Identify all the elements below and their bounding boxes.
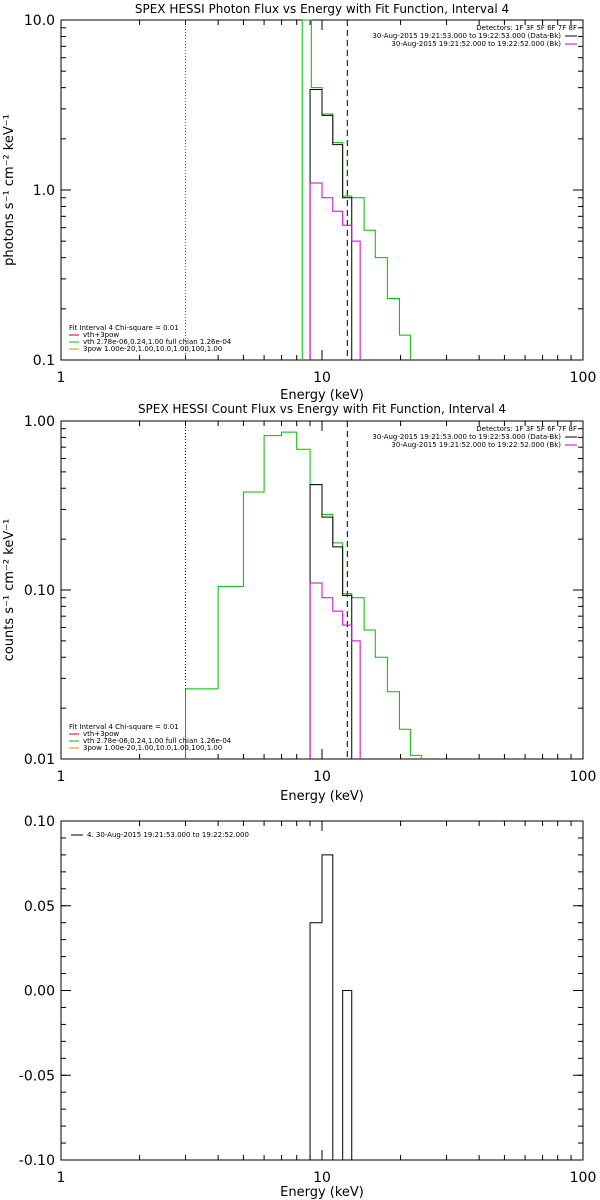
legend-entry: vth+3pow xyxy=(83,331,119,339)
series-line-2 xyxy=(309,484,361,760)
x-tick-label: 1 xyxy=(57,1170,66,1186)
legend-entry: vth 2.78e-06,0.24,1.00 full chian 1.26e-… xyxy=(83,737,232,745)
x-axis-label: Energy (keV) xyxy=(280,1185,364,1200)
series-line-1 xyxy=(309,854,361,1161)
legend-entry: vth+3pow xyxy=(83,730,119,738)
chart-panel-1: SPEX HESSI Photon Flux vs Energy with Fi… xyxy=(2,2,596,403)
legend-entry: 3pow 1.00e-20,1.00,10.0,1.00,100,1.00 xyxy=(83,744,222,752)
x-tick-label: 100 xyxy=(570,370,597,386)
chart-panel-3: 1 10 100 -0.10 -0.05 0.00 0.05 0.10 Energy (keV)… xyxy=(19,814,597,1200)
y-tick-label: 1.00 xyxy=(24,414,55,430)
x-axis-label: Energy (keV) xyxy=(280,388,364,403)
legend-entry: vth 2.78e-06,0.24,1.00 full chian 1.26e-… xyxy=(83,338,232,346)
series-line-3 xyxy=(309,582,361,759)
y-tick-label: 0.1 xyxy=(33,353,55,369)
series-line-1 xyxy=(185,431,422,759)
legend-header: Fit Interval 4 Chi-square = 0.01 xyxy=(69,324,179,332)
y-tick-label: 0.10 xyxy=(24,814,55,830)
x-tick-label: 1 xyxy=(57,370,66,386)
series-line-3 xyxy=(309,182,361,360)
chart-title: SPEX HESSI Photon Flux vs Energy with Fi… xyxy=(135,2,509,16)
y-tick-label: 1.0 xyxy=(33,183,55,199)
y-tick-label: 0.00 xyxy=(24,984,55,1000)
legend-entry: 4. 30-Aug-2015 19:21:53.000 to 19:22:52.… xyxy=(87,831,249,839)
y-tick-label: 10.0 xyxy=(24,13,55,29)
x-tick-label: 100 xyxy=(570,1170,597,1186)
chart-title: SPEX HESSI Count Flux vs Energy with Fit… xyxy=(138,402,506,416)
legend-entry: 3pow 1.00e-20,1.00,10.0,1.00,100,1.00 xyxy=(83,345,222,353)
series-line-1 xyxy=(301,19,411,360)
legend-entry: 30-Aug-2015 19:21:53.000 to 19:22:53.000… xyxy=(372,32,561,40)
legend-entry: 30-Aug-2015 19:21:52.000 to 19:22:52.000… xyxy=(391,441,561,449)
x-tick-label: 100 xyxy=(570,769,597,785)
legend-entry: 30-Aug-2015 19:21:53.000 to 19:22:53.000… xyxy=(372,433,561,441)
y-tick-label: -0.05 xyxy=(19,1068,55,1084)
y-tick-label: 0.05 xyxy=(24,899,55,915)
y-tick-label: 0.01 xyxy=(24,752,55,768)
legend-entry: 30-Aug-2015 19:21:52.000 to 19:22:52.000… xyxy=(391,40,561,48)
legend-header: Detectors: 1F 3F 5F 6F 7F 8F xyxy=(476,24,577,32)
series-line-2 xyxy=(309,89,361,361)
y-axis-label: counts s⁻¹ cm⁻² keV⁻¹ xyxy=(2,519,17,662)
y-tick-label: -0.10 xyxy=(19,1153,55,1169)
x-tick-label: 10 xyxy=(313,769,331,785)
x-axis-label: Energy (keV) xyxy=(280,789,364,804)
x-tick-label: 1 xyxy=(57,769,66,785)
x-tick-label: 10 xyxy=(313,370,331,386)
legend-header: Detectors: 1F 3F 5F 6F 7F 8F xyxy=(476,425,577,433)
y-tick-label: 0.10 xyxy=(24,583,55,599)
x-tick-label: 10 xyxy=(313,1170,331,1186)
chart-panel-2: SPEX HESSI Count Flux vs Energy with Fit… xyxy=(2,402,596,804)
y-axis-label: photons s⁻¹ cm⁻² keV⁻¹ xyxy=(2,114,17,266)
legend-header: Fit Interval 4 Chi-square = 0.01 xyxy=(69,723,179,731)
